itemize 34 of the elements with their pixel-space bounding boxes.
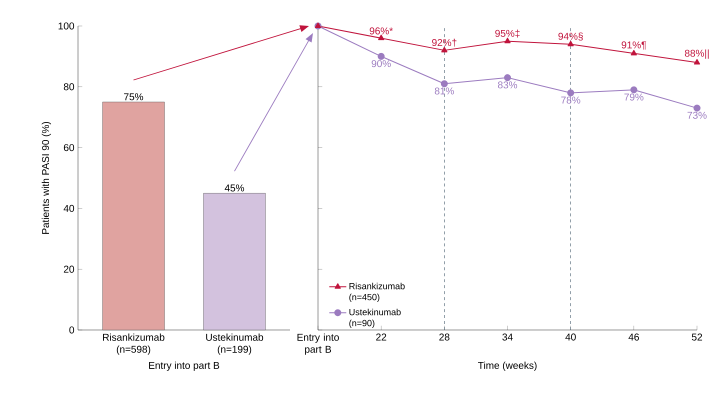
data-label: 91%¶ <box>622 41 646 50</box>
y-tick-label: 80 <box>64 83 74 90</box>
data-label: 75% <box>124 93 144 100</box>
data-label: 73% <box>688 112 707 119</box>
x-tick-label: 34 <box>502 334 513 341</box>
y-axis-title: Patients with PASI 90 (%) <box>42 122 52 234</box>
data-label: 88%|| <box>684 49 709 59</box>
legend-label: Ustekinumab (n=90) <box>349 308 401 328</box>
y-tick-label: 40 <box>64 204 74 212</box>
data-label: 83% <box>498 81 518 88</box>
x-axis-title: Entry into part B <box>149 362 220 371</box>
x-tick-label: 28 <box>439 334 450 341</box>
legend-label: Risankizumab (n=450) <box>349 282 405 302</box>
x-tick-label: Entry into part B <box>298 334 339 355</box>
y-tick-label: 100 <box>58 22 74 30</box>
x-tick-label: Risankizumab (n=598) <box>103 334 164 355</box>
data-label: 96%* <box>370 27 393 34</box>
x-tick-label: 40 <box>565 334 576 341</box>
y-tick-label: 60 <box>64 144 74 152</box>
data-label: 90% <box>372 60 391 68</box>
y-tick-label: 0 <box>69 326 74 334</box>
x-axis-title: Time (weeks) <box>478 362 537 371</box>
data-label: 78% <box>561 96 580 104</box>
data-label: 94%§ <box>558 32 583 41</box>
data-label: 95%‡ <box>495 30 520 38</box>
x-tick-label: Ustekinumab (n=199) <box>206 334 264 355</box>
x-tick-label: 22 <box>376 334 386 340</box>
data-label: 92%† <box>432 38 456 47</box>
y-tick-label: 20 <box>64 266 74 273</box>
x-tick-label: 52 <box>692 334 702 341</box>
data-label: 79% <box>624 94 644 101</box>
data-label: 81% <box>434 87 454 95</box>
x-tick-label: 46 <box>628 334 639 341</box>
data-label: 45% <box>224 184 244 192</box>
